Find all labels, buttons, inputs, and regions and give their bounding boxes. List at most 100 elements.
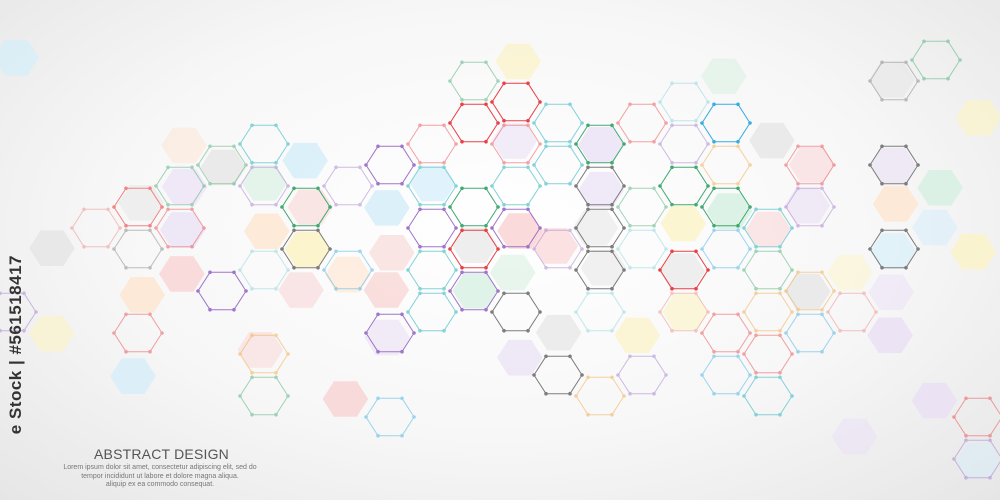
hexagon-node [820,186,824,191]
hexagon-node [586,244,590,249]
hexagon-node [208,270,212,275]
hexagon-node [358,249,362,254]
hexagon-node [874,310,878,314]
hexagon-outline [196,270,248,312]
hexagon-node [910,58,914,62]
hexagon-node [406,226,410,230]
hexagon-node [448,247,452,251]
hexagon-node [286,394,290,398]
hexagon-node [280,247,284,251]
hexagon-node [904,228,908,233]
hexagon-node [112,331,116,335]
hexagon-node [622,268,626,272]
hexagon-fill [28,315,75,352]
hexagon-node [376,433,380,438]
hexagon-node [706,100,710,104]
hexagon-node [796,186,800,191]
hexagon-node [274,286,278,291]
hexagon-node [628,354,632,359]
hexagon-fill [364,319,410,356]
hexagon-node [658,100,662,104]
hexagon-node [700,205,704,209]
hexagon-node [358,202,362,207]
hexagon-node [208,181,212,186]
design-title: ABSTRACT DESIGN [94,446,229,462]
hexagon-outline [574,249,626,291]
hexagon-outline [406,165,458,207]
hexagon-node [538,226,542,230]
hexagon-node [544,265,548,270]
hexagon-node [622,310,626,314]
hexagon-node [742,394,746,398]
hexagon-node [250,333,254,338]
hexagon-node [418,328,422,333]
hexagon-node [526,118,530,123]
hexagon-node [778,286,782,291]
hexagon-node [250,249,254,254]
hexagon-node [406,184,410,188]
hexagon-node [274,165,278,170]
hexagon-node [274,370,278,375]
hexagon-node [610,123,614,128]
hexagon-fill [749,122,795,159]
hexagon-node [778,375,782,380]
hexagon-node [250,370,254,375]
hexagon-node [916,79,920,83]
hexagon-node [502,81,506,86]
hexagon-node [454,142,458,146]
hexagon-node [988,433,992,438]
hexagon-node [376,349,380,354]
hexagon-node [460,270,464,275]
hexagon-node [652,265,656,270]
hexagon-node [460,307,464,312]
hexagon-node [826,310,830,314]
hexagon-node [250,123,254,128]
hexagon-node [736,139,740,144]
hexagon-node [196,163,200,167]
hexagon-node [742,226,746,230]
hexagon-node [490,310,494,314]
hexagon-outline [322,165,374,207]
hexagon-fill [955,100,1000,136]
hexagon-node [274,412,278,417]
hexagon-node [670,118,674,123]
hexagon-node [964,396,968,401]
hexagon-outline [742,291,794,333]
hexagon-node [838,291,842,296]
hexagon-node [526,202,530,207]
hexagon-node [124,223,128,228]
hexagon-node [610,207,614,212]
hexagon-node [568,139,572,144]
hexagon-node [448,79,452,83]
hexagon-node [820,144,824,149]
hexagon-node [166,207,170,212]
hexagon-node [328,205,332,209]
hexagon-node [586,207,590,212]
hexagon-node [748,373,752,377]
hexagon-node [484,186,488,191]
hexagon-fill [745,211,792,248]
hexagon-node [454,310,458,314]
hexagon-outline [868,228,920,270]
hexagon-fill [0,40,40,76]
hexagon-node [154,226,158,230]
hexagon-node [118,226,122,230]
hexagon-outline [658,249,710,291]
hexagon-fill [284,231,331,268]
hexagon-node [670,165,674,170]
hexagon-node [376,396,380,401]
hexagon-node [796,312,800,317]
hexagon-node [736,102,740,107]
hexagon-node [370,184,374,188]
hexagon-fill [706,193,753,229]
hexagon-node [460,60,464,65]
hexagon-outline [910,39,962,81]
hexagon-node [988,475,992,480]
hexagon-outline [700,144,752,186]
hexagon-fill [369,235,415,271]
hexagon-node [796,270,800,275]
hexagon-fill [788,146,835,183]
hexagon-node [862,291,866,296]
hexagon-node [160,205,164,209]
hexagon-node [628,265,632,270]
